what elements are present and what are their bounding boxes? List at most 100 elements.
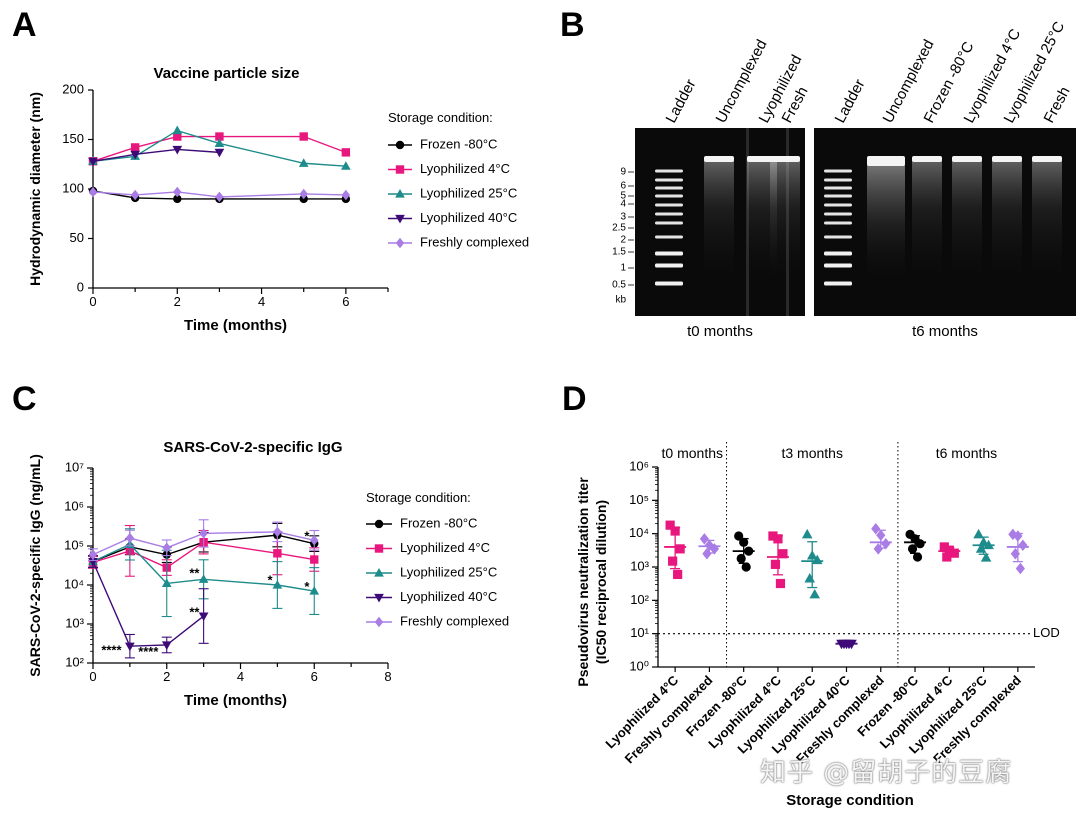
legend-label: Lyophilized 25°C: [420, 185, 517, 200]
significance-marker: *: [304, 579, 310, 594]
ladder-band: [824, 263, 852, 268]
legend-marker: [374, 519, 384, 529]
y-tick-label: 100: [62, 180, 84, 195]
legend-label: Lyophilized 25°C: [400, 564, 497, 579]
x-tick-label: 6: [311, 669, 318, 684]
sample-band: [770, 156, 800, 162]
data-point-lyophilized-25-c: [341, 161, 351, 170]
y-axis-label-2: (IC50 reciprocal dilution): [593, 500, 609, 664]
series-line-lyophilized-40-c: [92, 148, 220, 162]
data-point: [873, 543, 883, 555]
legend-marker: [374, 616, 384, 628]
group-label: t0 months: [662, 445, 723, 461]
legend-marker: [395, 214, 405, 224]
y-tick-label: 10²: [65, 654, 84, 669]
series-line-freshly-complexed: [92, 531, 315, 556]
significance-marker: ****: [138, 644, 159, 659]
ladder-band: [655, 235, 683, 239]
y-tick-label: 10¹: [630, 625, 649, 640]
data-point: [736, 553, 746, 564]
data-point: [809, 588, 821, 599]
data-point-freshly-complexed: [341, 189, 351, 201]
data-point: [804, 573, 816, 583]
data-point-lyophilized-40-c: [214, 148, 225, 158]
sample-band: [704, 156, 734, 162]
series-line-lyophilized-40-c: [92, 561, 205, 647]
ladder-size-label: kb: [615, 295, 626, 306]
data-point: [768, 531, 778, 541]
data-point: [944, 545, 954, 555]
data-point: [734, 531, 744, 541]
ladder-band: [655, 263, 683, 268]
data-point-lyophilized-40-c: [130, 150, 140, 160]
ladder-band: [824, 186, 852, 190]
significance-marker: *: [267, 573, 273, 588]
lane-smear: [952, 160, 982, 280]
sample-band: [747, 156, 777, 162]
data-point-freshly-complexed: [199, 528, 208, 539]
data-point: [739, 537, 749, 547]
data-point: [942, 552, 952, 562]
chart-a-particle-size: Vaccine particle size 0 50 100 150 200 0 2 4 6 Tim…: [27, 65, 529, 334]
data-point: [975, 543, 987, 553]
panel-label-d: D: [562, 380, 587, 418]
y-axis-label: SARS-CoV-2-specific IgG (ng/mL): [27, 454, 43, 676]
y-tick-label: 10⁰: [629, 658, 649, 673]
ladder-band: [655, 186, 683, 190]
legend-marker: [395, 165, 405, 174]
x-tick-label: 0: [89, 669, 96, 684]
sample-band: [867, 156, 905, 166]
ladder-band: [655, 178, 683, 182]
legend-title: Storage condition:: [388, 110, 493, 125]
legend-label: Frozen -80°C: [400, 515, 477, 530]
legend-marker: [395, 188, 405, 198]
data-point-lyophilized-25-c: [298, 158, 309, 167]
data-point-lyophilized-4-c: [310, 555, 319, 564]
x-tick-label: 2: [174, 294, 181, 309]
data-point: [881, 537, 891, 550]
ladder-band: [824, 178, 852, 182]
legend-marker: [395, 140, 405, 150]
ladder-size-label: 0.5: [612, 280, 626, 291]
ladder-size-label: 5: [620, 191, 626, 202]
ladder-band: [655, 251, 683, 256]
ladder-size-label: 2.5: [612, 223, 626, 234]
data-point: [1010, 547, 1020, 560]
data-point-freshly-complexed: [310, 535, 319, 546]
ladder-size-label: 3: [620, 212, 626, 223]
series-line-lyophilized-25-c: [92, 543, 315, 592]
data-point: [675, 544, 685, 554]
ladder-band: [655, 169, 683, 173]
data-point: [939, 542, 949, 552]
data-point: [778, 549, 788, 559]
data-point-freshly-complexed: [130, 189, 140, 201]
significance-marker: ****: [101, 643, 122, 658]
ladder-band: [655, 212, 683, 216]
data-point: [773, 534, 783, 544]
lane-smear: [770, 160, 800, 280]
data-point-lyophilized-40-c: [88, 157, 98, 167]
ladder-size-label: 9: [620, 167, 626, 178]
ladder-band: [655, 281, 683, 286]
y-tick-label: 50: [70, 230, 84, 245]
y-tick-label: 10⁵: [64, 537, 84, 552]
data-point-freshly-complexed: [273, 526, 282, 538]
significance-marker: **: [189, 605, 200, 620]
series-line-freshly-complexed: [92, 191, 346, 198]
data-point: [665, 520, 675, 530]
data-point: [907, 544, 918, 554]
significance-marker: **: [189, 566, 200, 581]
y-tick-label: 10⁶: [64, 498, 84, 513]
data-point-lyophilized-4-c: [273, 549, 282, 558]
data-point: [915, 539, 925, 549]
series-line-frozen-80-c: [92, 534, 315, 563]
panel-label-c: C: [12, 380, 37, 418]
lod-label: LOD: [1033, 625, 1060, 640]
y-axis-label: Hydrodynamic diameter (nm): [27, 92, 43, 286]
data-point-lyophilized-40-c: [198, 612, 209, 622]
group-label: t6 months: [936, 445, 997, 461]
data-point-frozen-80-c: [173, 194, 182, 204]
ladder-band: [824, 169, 852, 173]
ladder-band: [655, 203, 683, 207]
y-tick-label: 10³: [630, 558, 649, 573]
